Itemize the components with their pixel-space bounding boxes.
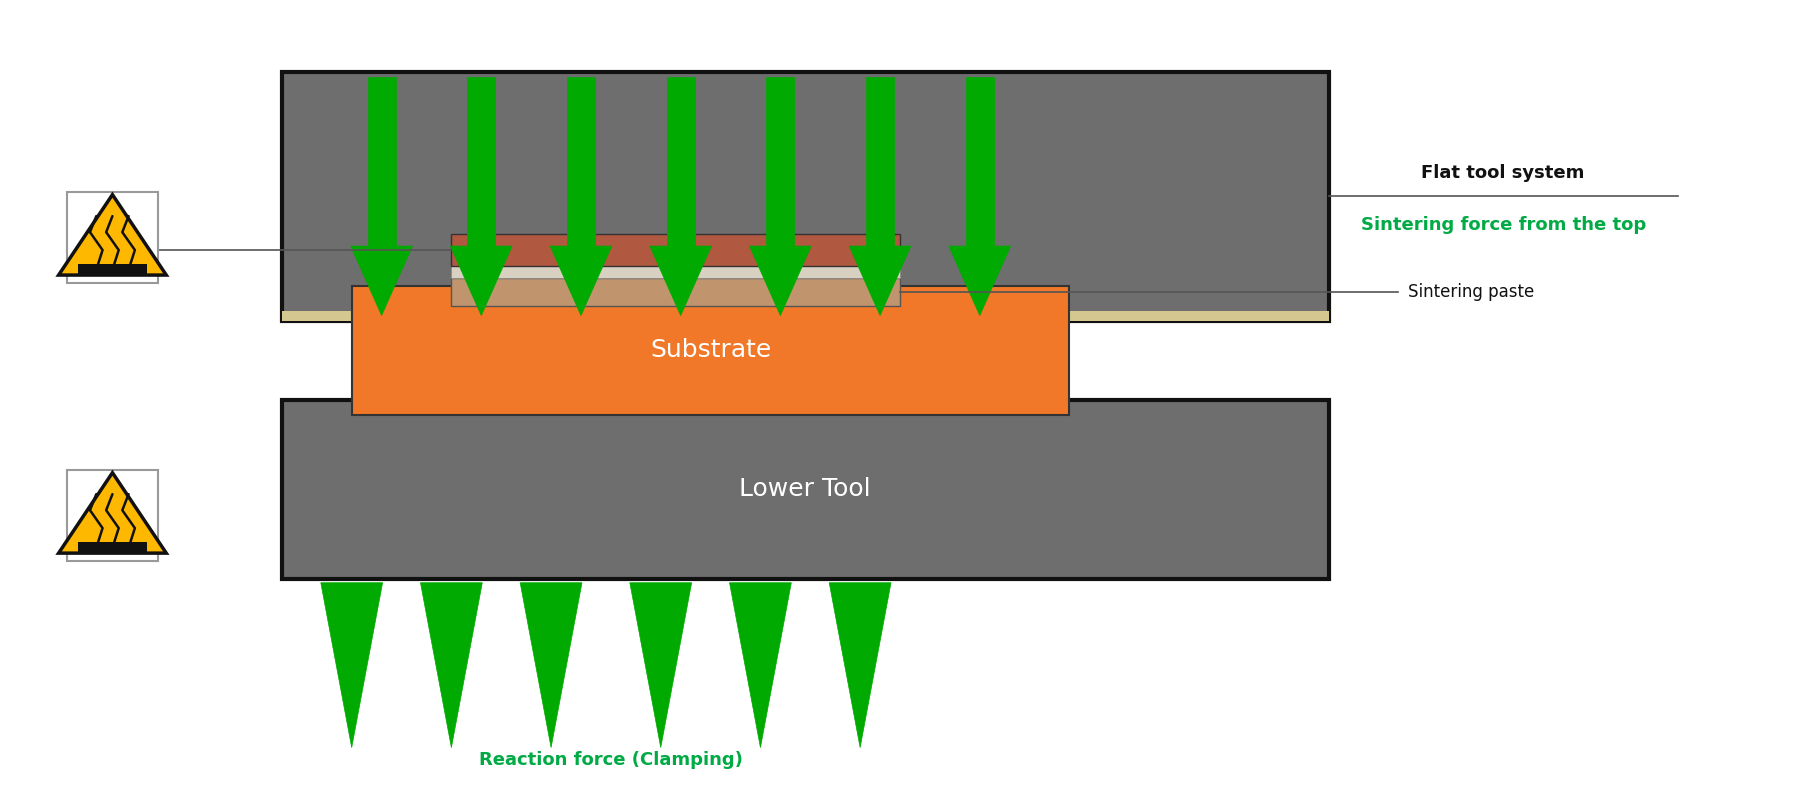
- Text: Substrate: Substrate: [650, 338, 770, 362]
- Polygon shape: [536, 582, 565, 584]
- Polygon shape: [551, 246, 612, 315]
- Bar: [67, 470, 158, 561]
- Text: Reaction force (Clamping): Reaction force (Clamping): [479, 751, 743, 770]
- Polygon shape: [468, 78, 495, 246]
- Bar: [452, 234, 900, 266]
- Polygon shape: [59, 473, 166, 553]
- Bar: [452, 266, 900, 278]
- Text: Lower Tool: Lower Tool: [740, 478, 871, 502]
- Polygon shape: [729, 582, 792, 747]
- Text: Die: Die: [99, 241, 128, 259]
- Bar: [351, 286, 1069, 415]
- Polygon shape: [351, 246, 412, 315]
- Polygon shape: [567, 78, 596, 246]
- Bar: [283, 400, 1328, 578]
- Polygon shape: [630, 582, 691, 747]
- Polygon shape: [767, 78, 794, 246]
- Polygon shape: [846, 582, 875, 584]
- Text: Flat tool system: Flat tool system: [1422, 163, 1584, 182]
- Bar: [79, 542, 146, 553]
- Polygon shape: [650, 246, 711, 315]
- Bar: [283, 310, 1328, 321]
- Polygon shape: [450, 246, 513, 315]
- Polygon shape: [666, 78, 695, 246]
- Polygon shape: [437, 582, 466, 584]
- Polygon shape: [830, 582, 891, 747]
- Polygon shape: [421, 582, 482, 747]
- Bar: [283, 72, 1328, 321]
- Polygon shape: [850, 246, 911, 315]
- Polygon shape: [520, 582, 581, 747]
- Polygon shape: [949, 246, 1010, 315]
- Bar: [452, 278, 900, 306]
- Polygon shape: [646, 582, 675, 584]
- Polygon shape: [967, 78, 994, 246]
- Bar: [79, 264, 146, 275]
- Text: Sintering paste: Sintering paste: [1408, 282, 1535, 301]
- Polygon shape: [320, 582, 383, 747]
- Polygon shape: [749, 246, 812, 315]
- Bar: [67, 192, 158, 283]
- Polygon shape: [866, 78, 895, 246]
- Polygon shape: [59, 194, 166, 275]
- Text: Sintering force from the top: Sintering force from the top: [1361, 216, 1645, 234]
- Polygon shape: [338, 582, 365, 584]
- Polygon shape: [367, 78, 396, 246]
- Polygon shape: [747, 582, 774, 584]
